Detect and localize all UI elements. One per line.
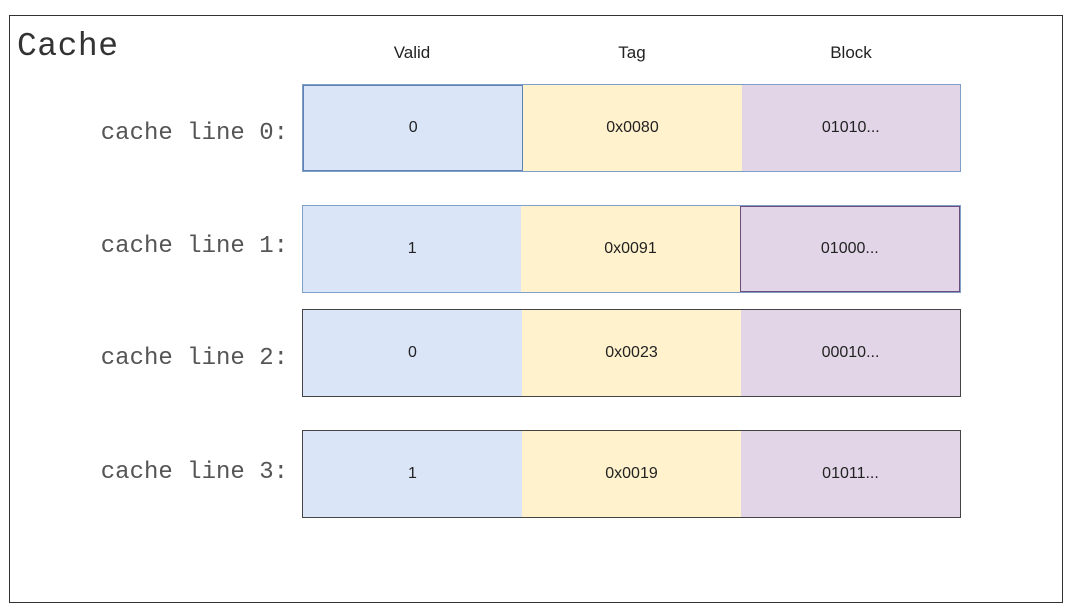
valid-bit-cell: 0 <box>303 85 524 171</box>
cache-line-label: cache line 3: <box>100 459 288 486</box>
cache-line-row: 1 0x0019 01011... <box>302 430 961 518</box>
block-cell: 01010... <box>741 85 960 171</box>
block-cell: 00010... <box>741 310 960 396</box>
cache-line-label: cache line 0: <box>100 120 288 147</box>
valid-bit-cell: 1 <box>303 431 522 517</box>
tag-cell: 0x0091 <box>521 206 740 292</box>
block-cell: 01011... <box>741 431 960 517</box>
tag-cell: 0x0080 <box>523 85 742 171</box>
cache-line-row: 0 0x0023 00010... <box>302 309 961 397</box>
diagram-title: Cache <box>17 28 119 65</box>
tag-cell: 0x0019 <box>522 431 741 517</box>
valid-bit-cell: 0 <box>303 310 522 396</box>
column-header-block: Block <box>830 43 872 62</box>
cache-line-row: 0 0x0080 01010... <box>302 84 961 172</box>
tag-cell: 0x0023 <box>522 310 741 396</box>
cache-line-label: cache line 2: <box>100 345 288 372</box>
block-cell: 01000... <box>739 206 960 292</box>
column-header-tag: Tag <box>618 43 646 62</box>
valid-bit-cell: 1 <box>303 206 522 292</box>
column-header-valid: Valid <box>393 43 431 62</box>
cache-line-row: 1 0x0091 01000... <box>302 205 961 293</box>
cache-line-label: cache line 1: <box>100 233 288 260</box>
